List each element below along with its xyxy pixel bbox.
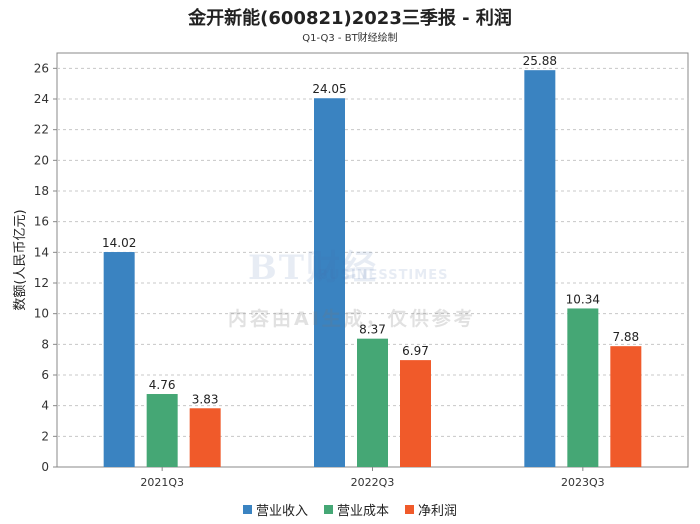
legend-label: 净利润 xyxy=(418,504,458,519)
data-label: 14.02 xyxy=(102,236,136,250)
y-tick-label: 12 xyxy=(34,276,49,290)
data-label: 6.97 xyxy=(402,344,429,358)
bar-2022Q3-1 xyxy=(357,338,388,467)
y-tick-label: 26 xyxy=(34,61,49,75)
y-tick-label: 8 xyxy=(41,337,49,351)
y-tick-label: 16 xyxy=(34,215,49,229)
bar-2022Q3-0 xyxy=(314,98,345,467)
data-labels: 14.02 4.76 3.83 24.05 8.37 6.97 25.88 10.34 7.88 xyxy=(102,54,639,406)
data-label: 3.83 xyxy=(192,392,219,406)
legend-label: 营业成本 xyxy=(336,504,389,519)
x-tick-label: 2022Q3 xyxy=(351,476,395,489)
y-tick-label: 18 xyxy=(34,184,49,198)
legend-swatch xyxy=(405,505,414,514)
y-tick-label: 6 xyxy=(41,368,49,382)
y-tick-label: 24 xyxy=(34,92,49,106)
legend-label: 营业收入 xyxy=(255,504,308,519)
legend-item: 净利润 xyxy=(405,500,457,519)
y-axis-label: 数额(人民币亿元) xyxy=(13,209,28,310)
data-label: 25.88 xyxy=(523,54,557,68)
y-tick-label: 14 xyxy=(34,245,49,259)
y-tick-label: 20 xyxy=(34,153,49,167)
bar-2023Q3-1 xyxy=(567,308,599,467)
bars xyxy=(103,70,642,467)
legend-item: 营业成本 xyxy=(323,500,389,519)
legend-swatch xyxy=(323,505,333,514)
data-label: 7.88 xyxy=(612,330,639,344)
x-tick-label: 2023Q3 xyxy=(561,476,605,489)
data-label: 24.05 xyxy=(312,82,346,96)
legend: 营业收入 营业成本 净利润 xyxy=(0,500,700,519)
bar-2021Q3-0 xyxy=(103,252,135,467)
legend-swatch xyxy=(242,505,252,514)
y-tick-label: 10 xyxy=(34,307,49,321)
bar-2021Q3-2 xyxy=(189,408,221,467)
bar-2023Q3-2 xyxy=(610,346,642,467)
bar-2021Q3-1 xyxy=(146,394,178,467)
bar-2023Q3-0 xyxy=(524,70,556,467)
y-tick-label: 2 xyxy=(41,429,49,443)
data-label: 10.34 xyxy=(566,292,600,306)
x-axis-ticks: 2021Q3 2022Q3 2023Q3 xyxy=(140,467,605,489)
x-tick-label: 2021Q3 xyxy=(140,476,184,489)
data-label: 8.37 xyxy=(359,323,386,337)
bar-2022Q3-2 xyxy=(400,360,431,467)
y-tick-label: 4 xyxy=(41,399,49,413)
y-tick-label: 0 xyxy=(41,460,49,474)
chart-title: 金开新能(600821)2023三季报 - 利润 xyxy=(188,8,512,29)
chart-subtitle: Q1-Q3 - BT财经绘制 xyxy=(302,33,398,44)
legend-item: 营业收入 xyxy=(242,500,308,519)
data-label: 4.76 xyxy=(149,378,176,392)
y-tick-label: 22 xyxy=(34,123,49,137)
